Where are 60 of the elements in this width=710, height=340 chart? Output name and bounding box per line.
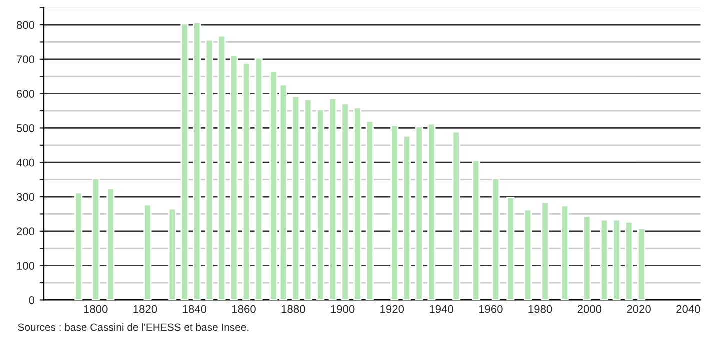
x-tick-label: 2000 xyxy=(578,305,602,314)
x-tick-label: 1800 xyxy=(84,305,108,314)
x-tick-label: 1980 xyxy=(528,305,552,314)
bar xyxy=(193,22,202,300)
bar xyxy=(402,135,411,300)
y-tick-label: 700 xyxy=(17,56,35,64)
bar xyxy=(304,98,312,300)
bar xyxy=(452,131,460,300)
bar xyxy=(341,103,350,300)
bar xyxy=(428,123,436,300)
bar xyxy=(328,98,337,300)
bar xyxy=(168,208,176,300)
y-tick-label: 100 xyxy=(17,262,35,270)
x-tick-label: 1840 xyxy=(183,305,207,314)
bar xyxy=(492,178,500,300)
source-note: Sources : base Cassini de l'EHESS et base Insee. xyxy=(18,323,249,332)
bar xyxy=(415,126,424,300)
x-tick-label: 2020 xyxy=(627,305,651,314)
bar xyxy=(144,204,152,300)
x-tick-label: 2040 xyxy=(676,305,700,314)
bar xyxy=(230,54,238,300)
bar xyxy=(205,39,214,300)
y-tick-label: 600 xyxy=(17,90,35,98)
x-tick-label: 1820 xyxy=(134,305,158,314)
bar xyxy=(218,35,226,300)
bar xyxy=(254,57,263,300)
x-tick-label: 1860 xyxy=(232,305,256,314)
x-tick-label: 1940 xyxy=(430,305,454,314)
x-tick-label: 1960 xyxy=(479,305,503,314)
bar xyxy=(506,197,515,300)
bar xyxy=(106,188,115,300)
x-tick-label: 1900 xyxy=(331,305,355,314)
bar xyxy=(279,84,288,300)
bar xyxy=(354,107,362,300)
bar xyxy=(316,108,325,300)
bar xyxy=(637,228,646,300)
x-tick-label: 1920 xyxy=(380,305,404,314)
bar xyxy=(625,221,634,300)
bar xyxy=(242,62,251,300)
bar xyxy=(180,23,189,300)
y-tick-label: 500 xyxy=(16,124,35,132)
y-tick-label: 800 xyxy=(16,21,35,30)
bar xyxy=(560,205,570,300)
y-tick-label: 0 xyxy=(29,296,35,304)
bar xyxy=(292,96,300,300)
bar xyxy=(74,192,83,300)
bar xyxy=(472,160,480,300)
y-tick-label: 200 xyxy=(17,228,35,236)
bar xyxy=(92,178,100,300)
bar xyxy=(524,209,532,300)
y-tick-label: 400 xyxy=(16,158,35,167)
bar xyxy=(366,120,374,300)
bar xyxy=(612,219,621,300)
bar xyxy=(600,219,609,300)
y-tick-label: 300 xyxy=(16,193,35,202)
x-tick-label: 1880 xyxy=(282,305,306,314)
bar xyxy=(270,70,278,300)
bar xyxy=(541,202,550,300)
bar xyxy=(583,216,592,300)
bar xyxy=(390,124,399,300)
